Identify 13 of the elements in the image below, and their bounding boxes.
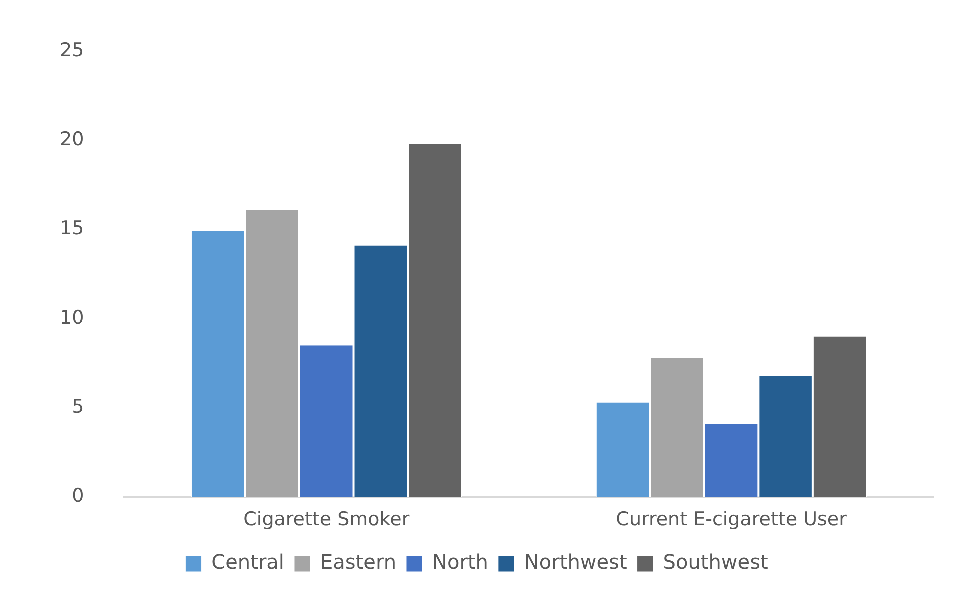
legend-label: Eastern — [320, 550, 396, 574]
y-tick-label: 15 — [60, 218, 84, 240]
legend-label: Central — [212, 550, 284, 574]
y-tick-label: 5 — [72, 396, 84, 418]
legend-label: Northwest — [524, 550, 628, 574]
x-tick-label: Current E-cigarette User — [616, 508, 848, 531]
y-tick-label: 20 — [60, 128, 84, 150]
legend-label: Southwest — [663, 550, 768, 574]
y-tick-label: 25 — [60, 39, 84, 62]
y-tick-label: 0 — [72, 485, 84, 508]
legend-label: North — [432, 550, 488, 574]
y-tick-label: 10 — [60, 306, 84, 329]
x-tick-label: Cigarette Smoker — [244, 508, 410, 531]
